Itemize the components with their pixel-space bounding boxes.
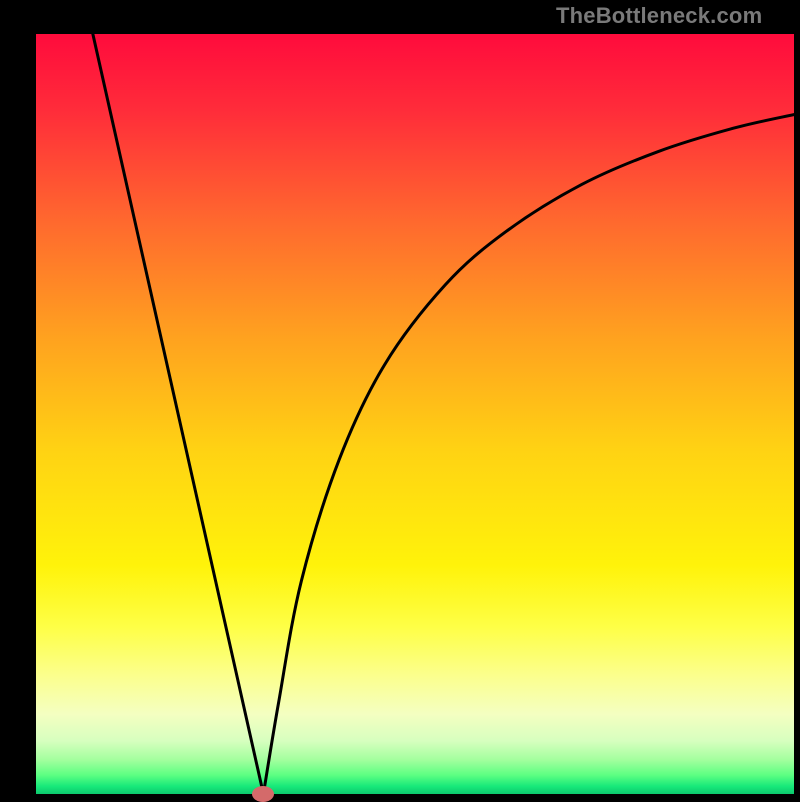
bottleneck-curve [36,34,794,794]
plot-area [36,34,794,794]
watermark-text: TheBottleneck.com [556,3,762,29]
chart-frame: TheBottleneck.com [0,0,800,800]
